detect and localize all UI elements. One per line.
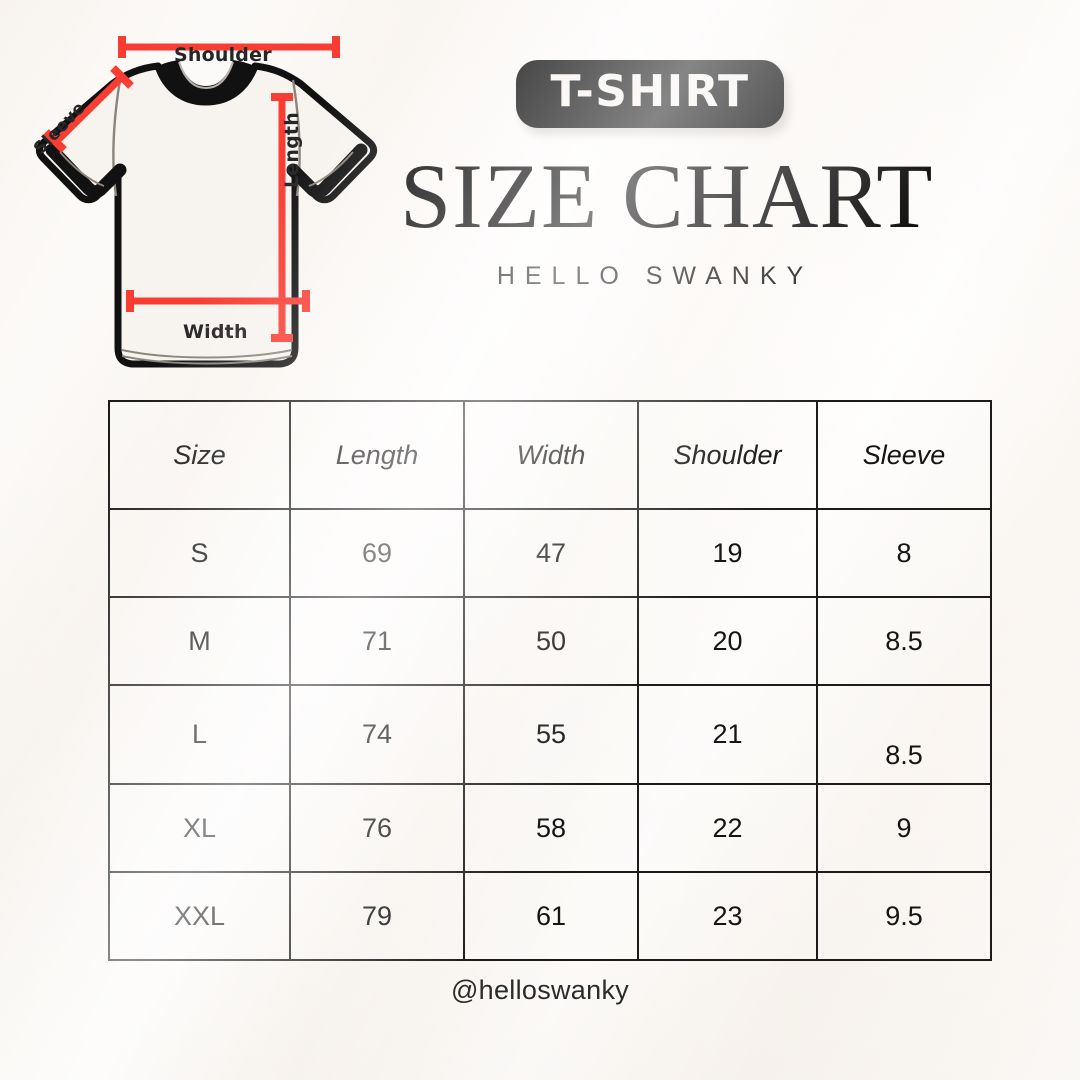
column-header-sleeve: Sleeve xyxy=(816,400,992,510)
cell-width: 50 xyxy=(463,596,639,686)
column-header-width: Width xyxy=(463,400,639,510)
cell-size: XXL xyxy=(108,871,291,961)
cell-length: 79 xyxy=(289,871,465,961)
size-chart-table: Size Length Width Shoulder Sleeve S 69 4… xyxy=(108,400,992,961)
cell-width: 47 xyxy=(463,508,639,598)
category-badge: T-SHIRT xyxy=(516,60,784,128)
measurement-guides xyxy=(43,36,340,342)
cell-size: M xyxy=(108,596,291,686)
cell-width: 55 xyxy=(463,684,639,785)
length-measurement-label: Length xyxy=(281,112,303,188)
tshirt-body-icon xyxy=(35,60,378,368)
cell-size: XL xyxy=(108,783,291,873)
width-measure-arrow xyxy=(126,290,310,312)
table-row: L 74 55 21 8.5 xyxy=(108,684,992,785)
social-handle: @helloswanky xyxy=(450,975,630,1005)
tshirt-illustration: Shoulder Width Length Sleeve xyxy=(8,18,408,388)
column-header-shoulder: Shoulder xyxy=(637,400,818,510)
cell-length: 74 xyxy=(289,684,465,785)
cell-shoulder: 21 xyxy=(637,684,818,785)
page-title: SIZE CHART xyxy=(400,145,934,247)
table-row: M 71 50 20 8.5 xyxy=(108,596,992,686)
width-measurement-label: Width xyxy=(183,321,248,343)
header-block: T-SHIRT SIZE CHART HELLO SWANKY xyxy=(400,60,934,291)
column-header-size: Size xyxy=(108,400,291,510)
cell-size: S xyxy=(108,508,291,598)
column-header-length: Length xyxy=(289,400,465,510)
cell-length: 71 xyxy=(289,596,465,686)
table-row: S 69 47 19 8 xyxy=(108,508,992,598)
cell-width: 61 xyxy=(463,871,639,961)
cell-sleeve: 8.5 xyxy=(816,684,992,785)
cell-length: 76 xyxy=(289,783,465,873)
table-header-row: Size Length Width Shoulder Sleeve xyxy=(108,400,992,510)
shoulder-measure-arrow xyxy=(118,36,340,58)
sleeve-measure-arrow xyxy=(43,65,134,153)
cell-sleeve: 8 xyxy=(816,508,992,598)
cell-length: 69 xyxy=(289,508,465,598)
cell-shoulder: 23 xyxy=(637,871,818,961)
cell-width: 58 xyxy=(463,783,639,873)
table-row: XL 76 58 22 9 xyxy=(108,783,992,873)
table-row: XXL 79 61 23 9.5 xyxy=(108,871,992,961)
cell-shoulder: 22 xyxy=(637,783,818,873)
cell-shoulder: 20 xyxy=(637,596,818,686)
cell-sleeve: 9 xyxy=(816,783,992,873)
cell-sleeve: 8.5 xyxy=(816,596,992,686)
cell-shoulder: 19 xyxy=(637,508,818,598)
shoulder-measurement-label: Shoulder xyxy=(174,44,272,66)
brand-subtitle: HELLO SWANKY xyxy=(496,262,814,290)
cell-sleeve: 9.5 xyxy=(816,871,992,961)
cell-size: L xyxy=(108,684,291,785)
